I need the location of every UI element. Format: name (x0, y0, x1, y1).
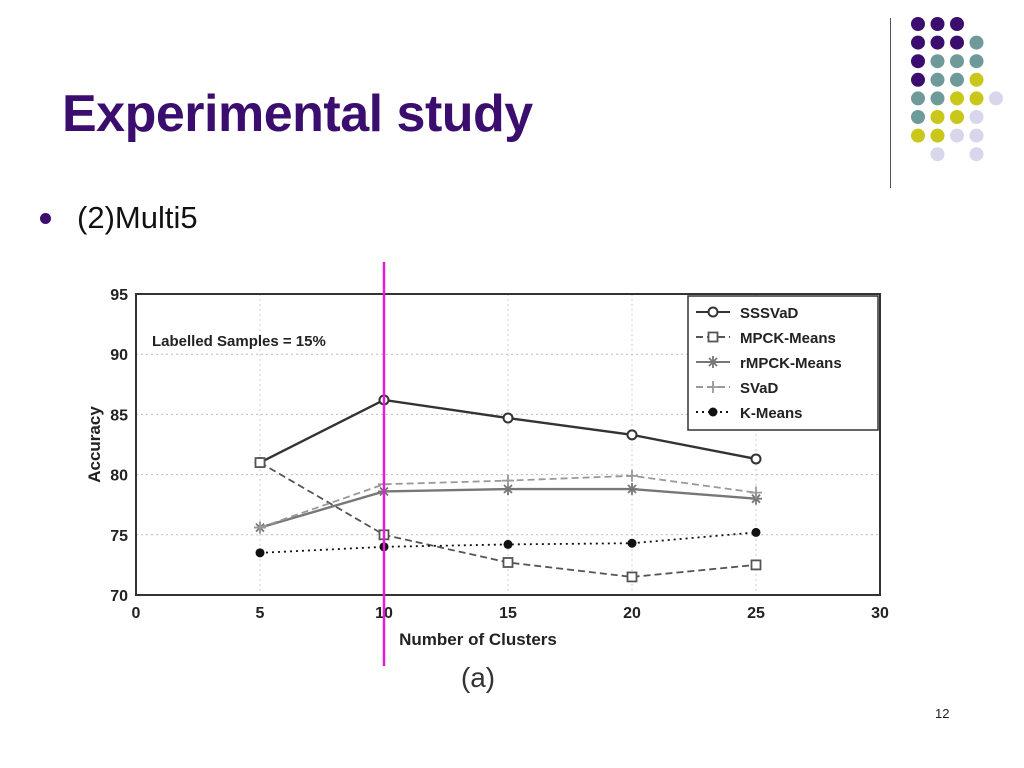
y-tick-label: 90 (110, 347, 128, 364)
x-tick-label: 30 (871, 605, 889, 622)
decor-dot (930, 17, 945, 31)
chart-annotation: Labelled Samples = 15% (152, 333, 326, 350)
decor-dot (950, 17, 964, 31)
y-tick-label: 85 (110, 407, 128, 424)
x-tick-label: 5 (256, 605, 265, 622)
data-point (503, 539, 513, 549)
data-point (750, 453, 762, 465)
decor-dot (911, 128, 925, 143)
data-point (502, 483, 514, 496)
header-divider (890, 18, 891, 188)
decor-dot (950, 35, 964, 50)
decor-dot (969, 110, 984, 124)
decor-dot (911, 54, 925, 69)
decor-dot (989, 91, 1003, 106)
legend-item: MPCK-Means (696, 330, 836, 347)
bullet-item: (2)Multi5 (40, 200, 198, 236)
legend-label: MPCK-Means (740, 330, 836, 347)
data-point (751, 527, 761, 537)
decor-dot (969, 72, 984, 87)
decor-dot (950, 110, 964, 124)
slide-title: Experimental study (62, 85, 533, 143)
data-point (626, 483, 638, 496)
decor-dot (950, 128, 964, 143)
series-k-means (255, 527, 761, 558)
decor-dot (930, 147, 945, 162)
x-tick-label: 20 (623, 605, 641, 622)
decor-dot (930, 54, 945, 69)
plot-frame (135, 293, 881, 596)
legend-item: rMPCK-Means (696, 355, 842, 372)
data-point (707, 381, 719, 393)
accuracy-chart: 707580859095051015202530 Labelled Sample… (85, 262, 889, 693)
decor-dot (969, 147, 984, 162)
x-tick-label: 25 (747, 605, 765, 622)
data-point (750, 486, 762, 499)
decor-dot (969, 128, 984, 143)
data-point (626, 469, 638, 482)
decor-dot (930, 110, 945, 124)
decor-dot (911, 91, 925, 106)
x-axis-label: Number of Clusters (399, 630, 557, 649)
decor-dot (911, 35, 925, 50)
data-point (707, 356, 719, 368)
decor-dot (911, 110, 925, 124)
data-point (707, 306, 719, 318)
legend-item: K-Means (696, 405, 803, 422)
legend-label: SSSVaD (740, 305, 799, 322)
decor-dot (969, 91, 984, 106)
x-tick-label: 15 (499, 605, 517, 622)
data-point (750, 492, 762, 505)
decor-dot (950, 72, 964, 87)
data-point (502, 557, 514, 568)
data-point (707, 331, 719, 343)
data-point (254, 457, 266, 468)
decor-dot (930, 128, 945, 143)
series-layer (254, 394, 762, 583)
decor-dot (930, 91, 945, 106)
y-tick-label: 75 (110, 528, 128, 545)
series-sssvad (254, 394, 762, 469)
decor-dot (911, 72, 925, 87)
legend-label: rMPCK-Means (740, 355, 842, 372)
data-point (708, 407, 718, 417)
legend-label: SVaD (740, 380, 779, 397)
decor-dot (950, 91, 964, 106)
data-point (626, 429, 638, 441)
data-point (627, 538, 637, 548)
legend-item: SVaD (696, 380, 779, 397)
legend-label: K-Means (740, 405, 803, 422)
decor-dot (930, 35, 945, 50)
chart-legend: SSSVaD MPCK-Means rMPCK-Means SVaD K-Means (687, 295, 879, 431)
y-tick-label: 70 (110, 588, 128, 605)
data-point (254, 521, 266, 534)
decor-dot (950, 54, 964, 69)
decor-dot (969, 54, 984, 69)
axis-ticks: 707580859095051015202530 (110, 287, 889, 622)
decor-dot (930, 72, 945, 87)
chart-caption: (a) (461, 662, 495, 693)
y-tick-label: 80 (110, 468, 128, 485)
legend-item: SSSVaD (696, 305, 799, 322)
decor-dot (969, 35, 984, 50)
slide-number: 12 (935, 706, 950, 721)
data-point (502, 474, 514, 487)
data-point (255, 548, 265, 558)
decor-dot (911, 17, 925, 31)
data-point (626, 571, 638, 583)
data-point (750, 559, 762, 571)
x-tick-label: 0 (132, 605, 141, 622)
y-axis-label: Accuracy (85, 406, 104, 483)
bullet-text: (2)Multi5 (77, 200, 198, 235)
bullet-dot-icon (40, 212, 51, 224)
y-tick-label: 95 (110, 287, 128, 304)
data-point (502, 412, 514, 424)
